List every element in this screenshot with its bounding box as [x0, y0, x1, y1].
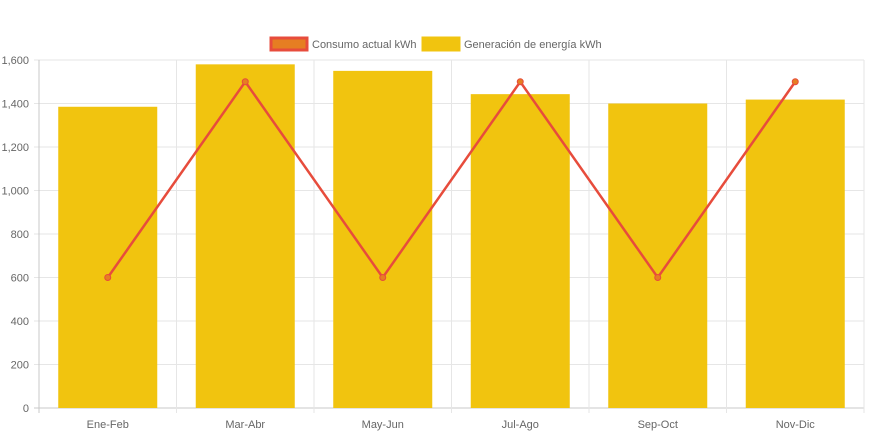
point-consumo[interactable]: [516, 78, 524, 86]
legend-item-generacion[interactable]: Generación de energía kWh: [421, 36, 602, 52]
y-tick-label: 1,400: [1, 99, 29, 111]
x-axis: Ene-Feb Mar-Abr May-Jun Jul-Ago Sep-Oct Nov-D…: [87, 419, 816, 431]
x-tick-label: Mar-Abr: [225, 419, 265, 431]
y-axis: 0 200 400 600 800 1,000 1,200 1,400 1,600: [1, 55, 29, 415]
legend-label-generacion: Generación de energía kWh: [464, 39, 602, 51]
y-tick-label: 800: [11, 229, 29, 241]
bar-generacion[interactable]: [745, 99, 845, 409]
y-tick-label: 400: [11, 316, 29, 328]
grid-lines: [34, 59, 865, 413]
point-consumo[interactable]: [654, 274, 662, 281]
y-tick-label: 600: [11, 273, 29, 285]
legend-swatch-generacion: [421, 36, 461, 52]
y-tick-label: 1,600: [1, 55, 29, 67]
x-tick-label: Jul-Ago: [502, 419, 539, 431]
bar-generacion[interactable]: [333, 70, 433, 408]
bar-generacion[interactable]: [470, 94, 570, 409]
bar-series: [58, 64, 845, 409]
x-tick-label: Nov-Dic: [776, 419, 816, 431]
y-tick-label: 1,000: [1, 186, 29, 198]
point-consumo[interactable]: [241, 78, 249, 86]
y-tick-label: 1,200: [1, 142, 29, 154]
legend-item-consumo[interactable]: Consumo actual kWh: [269, 36, 417, 52]
point-consumo[interactable]: [379, 274, 387, 281]
y-tick-label: 0: [23, 403, 29, 415]
y-tick-label: 200: [11, 360, 29, 372]
line-consumo: [106, 79, 797, 280]
x-tick-label: Sep-Oct: [638, 419, 678, 431]
bar-generacion[interactable]: [58, 106, 158, 408]
point-consumo[interactable]: [104, 274, 112, 281]
x-tick-label: Ene-Feb: [87, 419, 129, 431]
line-series: [104, 78, 799, 281]
bar-generacion[interactable]: [195, 64, 295, 408]
legend: Consumo actual kWh Generación de energía…: [269, 36, 602, 52]
bar-generacion[interactable]: [608, 103, 708, 409]
legend-label-consumo: Consumo actual kWh: [312, 39, 417, 51]
legend-swatch-consumo: [269, 36, 309, 52]
point-consumo[interactable]: [791, 78, 799, 86]
x-tick-label: May-Jun: [362, 419, 404, 431]
